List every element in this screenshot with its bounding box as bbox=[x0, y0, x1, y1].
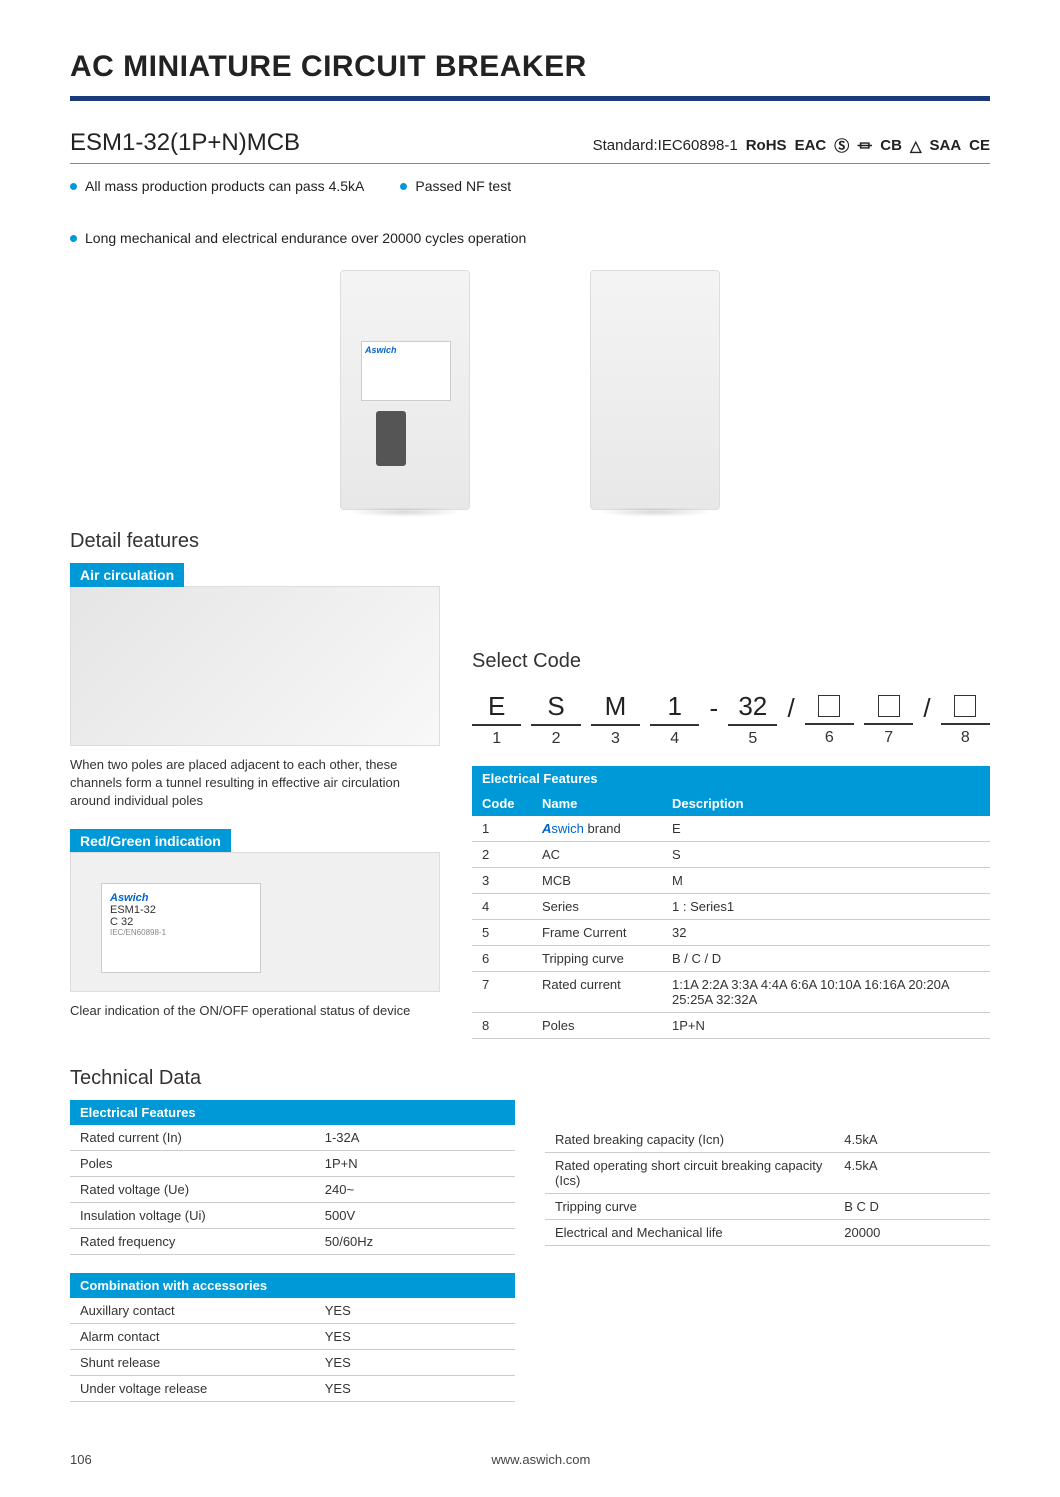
code-separator: - bbox=[709, 691, 718, 724]
code-cell: 8 bbox=[941, 691, 990, 747]
feature-band: Red/Green indication bbox=[70, 829, 231, 853]
bullet-dot-icon bbox=[70, 183, 77, 190]
table-row: Auxillary contactYES bbox=[70, 1298, 515, 1324]
table-row: 2ACS bbox=[472, 842, 990, 868]
product-image-front: Aswich bbox=[340, 270, 470, 510]
bullet-dot-icon bbox=[400, 183, 407, 190]
table-header: Electrical Features bbox=[70, 1100, 515, 1125]
code-separator: / bbox=[787, 691, 794, 724]
table-row: Shunt releaseYES bbox=[70, 1350, 515, 1376]
page-footer: 106 www.aswich.com bbox=[70, 1452, 990, 1467]
device-model: ESM1-32 bbox=[110, 904, 252, 916]
bullet-item: Passed NF test bbox=[400, 178, 511, 194]
table-row: 6Tripping curveB / C / D bbox=[472, 946, 990, 972]
device-std: IEC/EN60898-1 bbox=[110, 928, 252, 937]
standards-row: Standard:IEC60898-1 RoHS EAC Ⓢ ⏛ CB △ SA… bbox=[593, 135, 990, 156]
title-rule bbox=[70, 96, 990, 101]
device-rating: C 32 bbox=[110, 916, 252, 928]
device-brand: Aswich bbox=[365, 345, 397, 355]
table-row: Electrical and Mechanical life20000 bbox=[545, 1220, 990, 1246]
bullet-text: All mass production products can pass 4.… bbox=[85, 178, 364, 194]
standard-label: Standard:IEC60898-1 bbox=[593, 137, 738, 154]
feature-text: Clear indication of the ON/OFF operation… bbox=[70, 1002, 440, 1020]
feature-band: Air circulation bbox=[70, 563, 184, 587]
feature-image bbox=[70, 586, 440, 746]
cert-mark-icon: ⏛ bbox=[857, 135, 872, 156]
detail-features-title: Detail features bbox=[70, 530, 440, 553]
table-row: Tripping curveB C D bbox=[545, 1194, 990, 1220]
technical-data-title: Technical Data bbox=[70, 1067, 990, 1090]
cert-rohs-icon: RoHS bbox=[746, 137, 787, 154]
cert-cb-icon: CB bbox=[880, 137, 902, 154]
table-row: 8Poles1P+N bbox=[472, 1013, 990, 1039]
page-number: 106 bbox=[70, 1452, 92, 1467]
combination-table: Combination with accessories Auxillary c… bbox=[70, 1273, 515, 1402]
feature-bullets: All mass production products can pass 4.… bbox=[70, 178, 990, 246]
code-cell: 7 bbox=[864, 691, 913, 747]
feature-image: Aswich ESM1-32 C 32 IEC/EN60898-1 bbox=[70, 852, 440, 992]
feature-air-circulation: Air circulation When two poles are place… bbox=[70, 563, 440, 811]
feature-indication: Red/Green indication Aswich ESM1-32 C 32… bbox=[70, 829, 440, 1020]
bullet-text: Passed NF test bbox=[415, 178, 511, 194]
code-cell: E1 bbox=[472, 691, 521, 748]
col-name: Name bbox=[532, 791, 662, 816]
col-desc: Description bbox=[662, 791, 990, 816]
table-row: Insulation voltage (Ui)500V bbox=[70, 1203, 515, 1229]
table-row: 7Rated current1:1A 2:2A 3:3A 4:4A 6:6A 1… bbox=[472, 972, 990, 1013]
table-row: Rated current (In)1-32A bbox=[70, 1125, 515, 1151]
feature-text: When two poles are placed adjacent to ea… bbox=[70, 756, 440, 811]
sub-header: ESM1-32(1P+N)MCB Standard:IEC60898-1 RoH… bbox=[70, 129, 990, 164]
code-cell: 6 bbox=[805, 691, 854, 747]
col-code: Code bbox=[472, 791, 532, 816]
table-row: 1Aswich brandE bbox=[472, 816, 990, 842]
electrical-right-table: Rated breaking capacity (Icn)4.5kARated … bbox=[545, 1127, 990, 1246]
cert-saa-icon: SAA bbox=[929, 137, 961, 154]
cert-eac-icon: EAC bbox=[795, 137, 827, 154]
bullet-item: All mass production products can pass 4.… bbox=[70, 178, 364, 194]
table-row: Rated voltage (Ue)240~ bbox=[70, 1177, 515, 1203]
code-cell: 14 bbox=[650, 691, 699, 748]
footer-url: www.aswich.com bbox=[491, 1452, 590, 1467]
cert-triangle-icon: △ bbox=[910, 137, 922, 155]
code-separator: / bbox=[923, 691, 930, 724]
select-code-title: Select Code bbox=[472, 650, 990, 673]
table-row: Alarm contactYES bbox=[70, 1324, 515, 1350]
page-title: AC MINIATURE CIRCUIT BREAKER bbox=[70, 50, 990, 84]
table-row: 3MCBM bbox=[472, 868, 990, 894]
table-title: Electrical Features bbox=[472, 766, 990, 791]
bullet-dot-icon bbox=[70, 235, 77, 242]
table-row: Rated frequency50/60Hz bbox=[70, 1229, 515, 1255]
table-row: Poles1P+N bbox=[70, 1151, 515, 1177]
electrical-features-table: Electrical Features Rated current (In)1-… bbox=[70, 1100, 515, 1255]
table-row: Rated breaking capacity (Icn)4.5kA bbox=[545, 1127, 990, 1153]
code-cell: S2 bbox=[531, 691, 580, 748]
code-cell: 325 bbox=[728, 691, 777, 748]
table-row: 4Series1 : Series1 bbox=[472, 894, 990, 920]
bullet-item: Long mechanical and electrical endurance… bbox=[70, 230, 526, 246]
product-images: Aswich bbox=[70, 270, 990, 510]
table-header: Combination with accessories bbox=[70, 1273, 515, 1298]
select-code-table: Electrical Features Code Name Descriptio… bbox=[472, 766, 990, 1039]
product-name: ESM1-32(1P+N)MCB bbox=[70, 129, 300, 157]
bullet-text: Long mechanical and electrical endurance… bbox=[85, 230, 526, 246]
table-row: 5Frame Current32 bbox=[472, 920, 990, 946]
code-cell: M3 bbox=[591, 691, 640, 748]
device-brand: Aswich bbox=[110, 892, 252, 904]
product-image-side bbox=[590, 270, 720, 510]
table-row: Rated operating short circuit breaking c… bbox=[545, 1153, 990, 1194]
cert-ce-icon: CE bbox=[969, 137, 990, 154]
cert-s-icon: Ⓢ bbox=[834, 135, 849, 156]
table-row: Under voltage releaseYES bbox=[70, 1376, 515, 1402]
select-code-grid: E1S2M314-325 / 67 / 8 bbox=[472, 691, 990, 748]
